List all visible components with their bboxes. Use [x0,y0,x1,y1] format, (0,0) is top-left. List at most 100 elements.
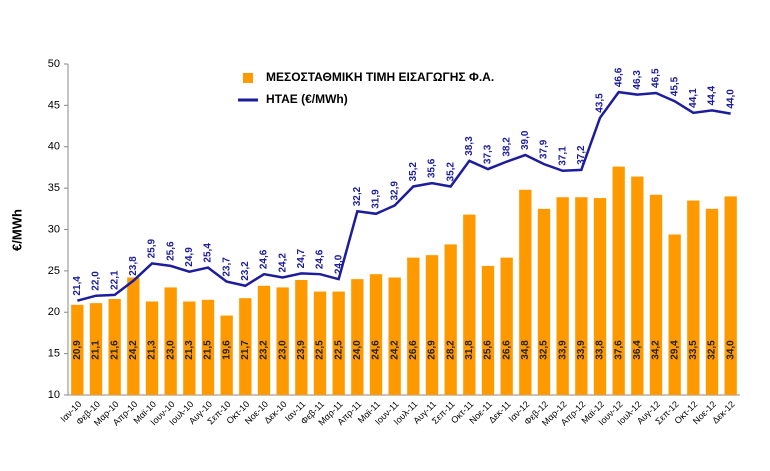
y-tick-label: 30 [48,223,60,235]
bar [687,200,700,395]
bar [183,301,196,395]
line-value-label: 23,2 [240,261,251,281]
bar-value-label: 21,1 [91,340,102,360]
bar [575,197,588,395]
bar-value-label: 33,9 [576,340,587,360]
bar-value-label: 26,9 [427,340,438,360]
bar-value-label: 23,0 [165,340,176,360]
bar [313,291,327,395]
y-tick-label: 15 [48,348,60,360]
line-value-label: 35,2 [408,162,419,182]
bar-value-label: 24,2 [389,340,400,360]
line-value-label: 24,9 [184,247,195,267]
line-value-label: 37,9 [539,139,550,159]
line-value-label: 46,5 [651,68,662,88]
bar-value-label: 32,5 [539,340,550,360]
line-value-label: 22,1 [109,270,120,290]
bar [239,298,252,395]
bar [724,196,737,395]
bar [481,265,495,395]
bar [108,299,121,395]
line-value-label: 25,9 [147,239,158,259]
bar-value-label: 26,6 [408,340,419,360]
bar [388,277,401,395]
bar-value-label: 22,5 [315,340,326,360]
bar-value-label: 36,4 [632,340,643,360]
line-value-label: 25,6 [165,241,176,261]
bar-value-label: 34,2 [651,340,662,360]
line-value-label: 35,6 [427,158,438,178]
bar [668,234,681,395]
bar-value-label: 31,8 [464,340,475,360]
bar-value-label: 32,5 [707,340,718,360]
bar-value-label: 23,2 [259,340,270,360]
bar [276,287,289,395]
line-value-label: 44,0 [725,89,736,109]
line-value-label: 32,9 [389,181,400,201]
bar [519,189,532,395]
bar [201,299,215,395]
bar-value-label: 29,4 [669,340,680,360]
line [77,90,731,302]
bar-value-label: 21,3 [147,340,158,360]
bar-value-label: 24,2 [128,340,139,360]
bar-value-label: 20,9 [72,340,83,360]
line-value-label: 32,2 [352,186,363,206]
line-value-label: 37,3 [483,144,494,164]
bar [612,166,625,395]
y-axis-label: €/MWh [9,209,24,251]
line-value-label: 22,0 [91,271,102,291]
bar-value-label: 25,6 [483,340,494,360]
legend-label: ΜΕΣΟΣΤΑΘΜΙΚΗ ΤΙΜΗ ΕΙΣΑΓΩΓΗΣ Φ.Α. [266,70,494,84]
bar [71,304,84,395]
bar [127,277,140,395]
y-tick-label: 10 [48,389,60,401]
bar-value-label: 21,5 [203,340,214,360]
line-value-label: 46,3 [632,70,643,90]
y-tick-label: 50 [48,58,60,70]
bar-value-label: 24,0 [352,340,363,360]
bar [593,198,607,395]
line-value-label: 24,7 [296,248,307,268]
bar [369,274,383,395]
bar [351,279,364,395]
bar-value-label: 33,5 [688,340,699,360]
line-value-label: 23,7 [221,257,232,277]
bar [332,291,345,395]
y-tick-label: 40 [48,141,60,153]
bar-value-label: 23,0 [277,340,288,360]
line-value-label: 39,0 [520,130,531,150]
line-value-label: 38,3 [464,136,475,156]
bar [444,244,457,395]
bar-value-label: 34,8 [520,340,531,360]
bar-value-label: 21,7 [240,340,251,360]
line-value-label: 45,5 [669,76,680,96]
line-value-label: 24,6 [259,249,270,269]
y-tick-label: 20 [48,306,60,318]
line-value-label: 24,0 [333,254,344,274]
line-value-label: 23,8 [128,256,139,276]
bar-value-label: 34,0 [725,340,736,360]
bar-value-label: 33,9 [557,340,568,360]
legend-swatch [243,73,253,83]
line-value-label: 25,4 [203,243,214,263]
line-value-label: 35,2 [445,162,456,182]
bar [89,303,103,395]
bar-value-label: 21,3 [184,340,195,360]
line-value-label: 37,2 [576,145,587,165]
bar [164,287,177,395]
line-value-label: 46,6 [613,67,624,87]
bar-value-label: 22,5 [333,340,344,360]
line-value-label: 31,9 [371,189,382,209]
bar [295,279,308,395]
bar-value-label: 26,6 [501,340,512,360]
y-tick-label: 35 [48,182,60,194]
line-value-label: 44,1 [688,88,699,108]
bar-value-label: 23,9 [296,340,307,360]
line-value-label: 43,5 [595,93,606,113]
line-value-label: 44,4 [707,85,718,105]
bar-value-label: 24,6 [371,340,382,360]
bar [537,208,551,395]
bar [705,208,719,395]
